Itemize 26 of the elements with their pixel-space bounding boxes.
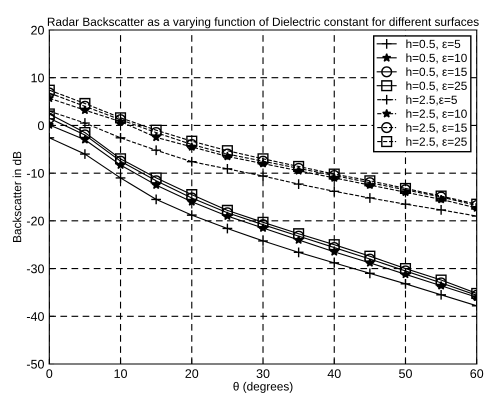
x-tick-label: 0 xyxy=(46,369,52,378)
y-tick-label: -10 xyxy=(26,168,44,178)
legend-label: h=0.5, ε=10 xyxy=(406,53,467,64)
x-tick-label: 30 xyxy=(256,369,270,378)
x-axis-title: θ (degrees) xyxy=(233,382,292,393)
x-tick-label: 60 xyxy=(470,369,484,378)
chart-title: Radar Backscatter as a varying function of Dielectric constant for different surfaces xyxy=(48,17,479,28)
x-tick-label: 20 xyxy=(185,369,198,378)
legend-label: h=0.5, ε=5 xyxy=(406,39,460,50)
y-tick-label: 0 xyxy=(38,121,44,130)
y-tick-label: -20 xyxy=(26,216,44,226)
x-tick-label: 50 xyxy=(399,369,412,378)
y-tick-label: -40 xyxy=(26,312,44,321)
x-tick-label: 10 xyxy=(114,369,127,378)
y-axis-title: Backscatter in dB xyxy=(12,152,22,242)
legend-label: h=2.5, ε=25 xyxy=(406,137,467,148)
legend-label: h=2.5,ε=5 xyxy=(406,95,457,106)
x-tick-label: 40 xyxy=(328,369,341,378)
legend-label: h=2.5, ε=15 xyxy=(406,123,467,134)
y-tick-label: -30 xyxy=(26,264,44,274)
legend-label: h=0.5, ε=25 xyxy=(406,81,467,92)
y-tick-label: 10 xyxy=(31,74,44,82)
y-tick-label: 20 xyxy=(31,26,44,35)
legend-label: h=0.5, ε=15 xyxy=(406,67,467,78)
y-tick-label: -50 xyxy=(26,360,44,369)
legend-label: h=2.5, ε=10 xyxy=(406,109,467,120)
